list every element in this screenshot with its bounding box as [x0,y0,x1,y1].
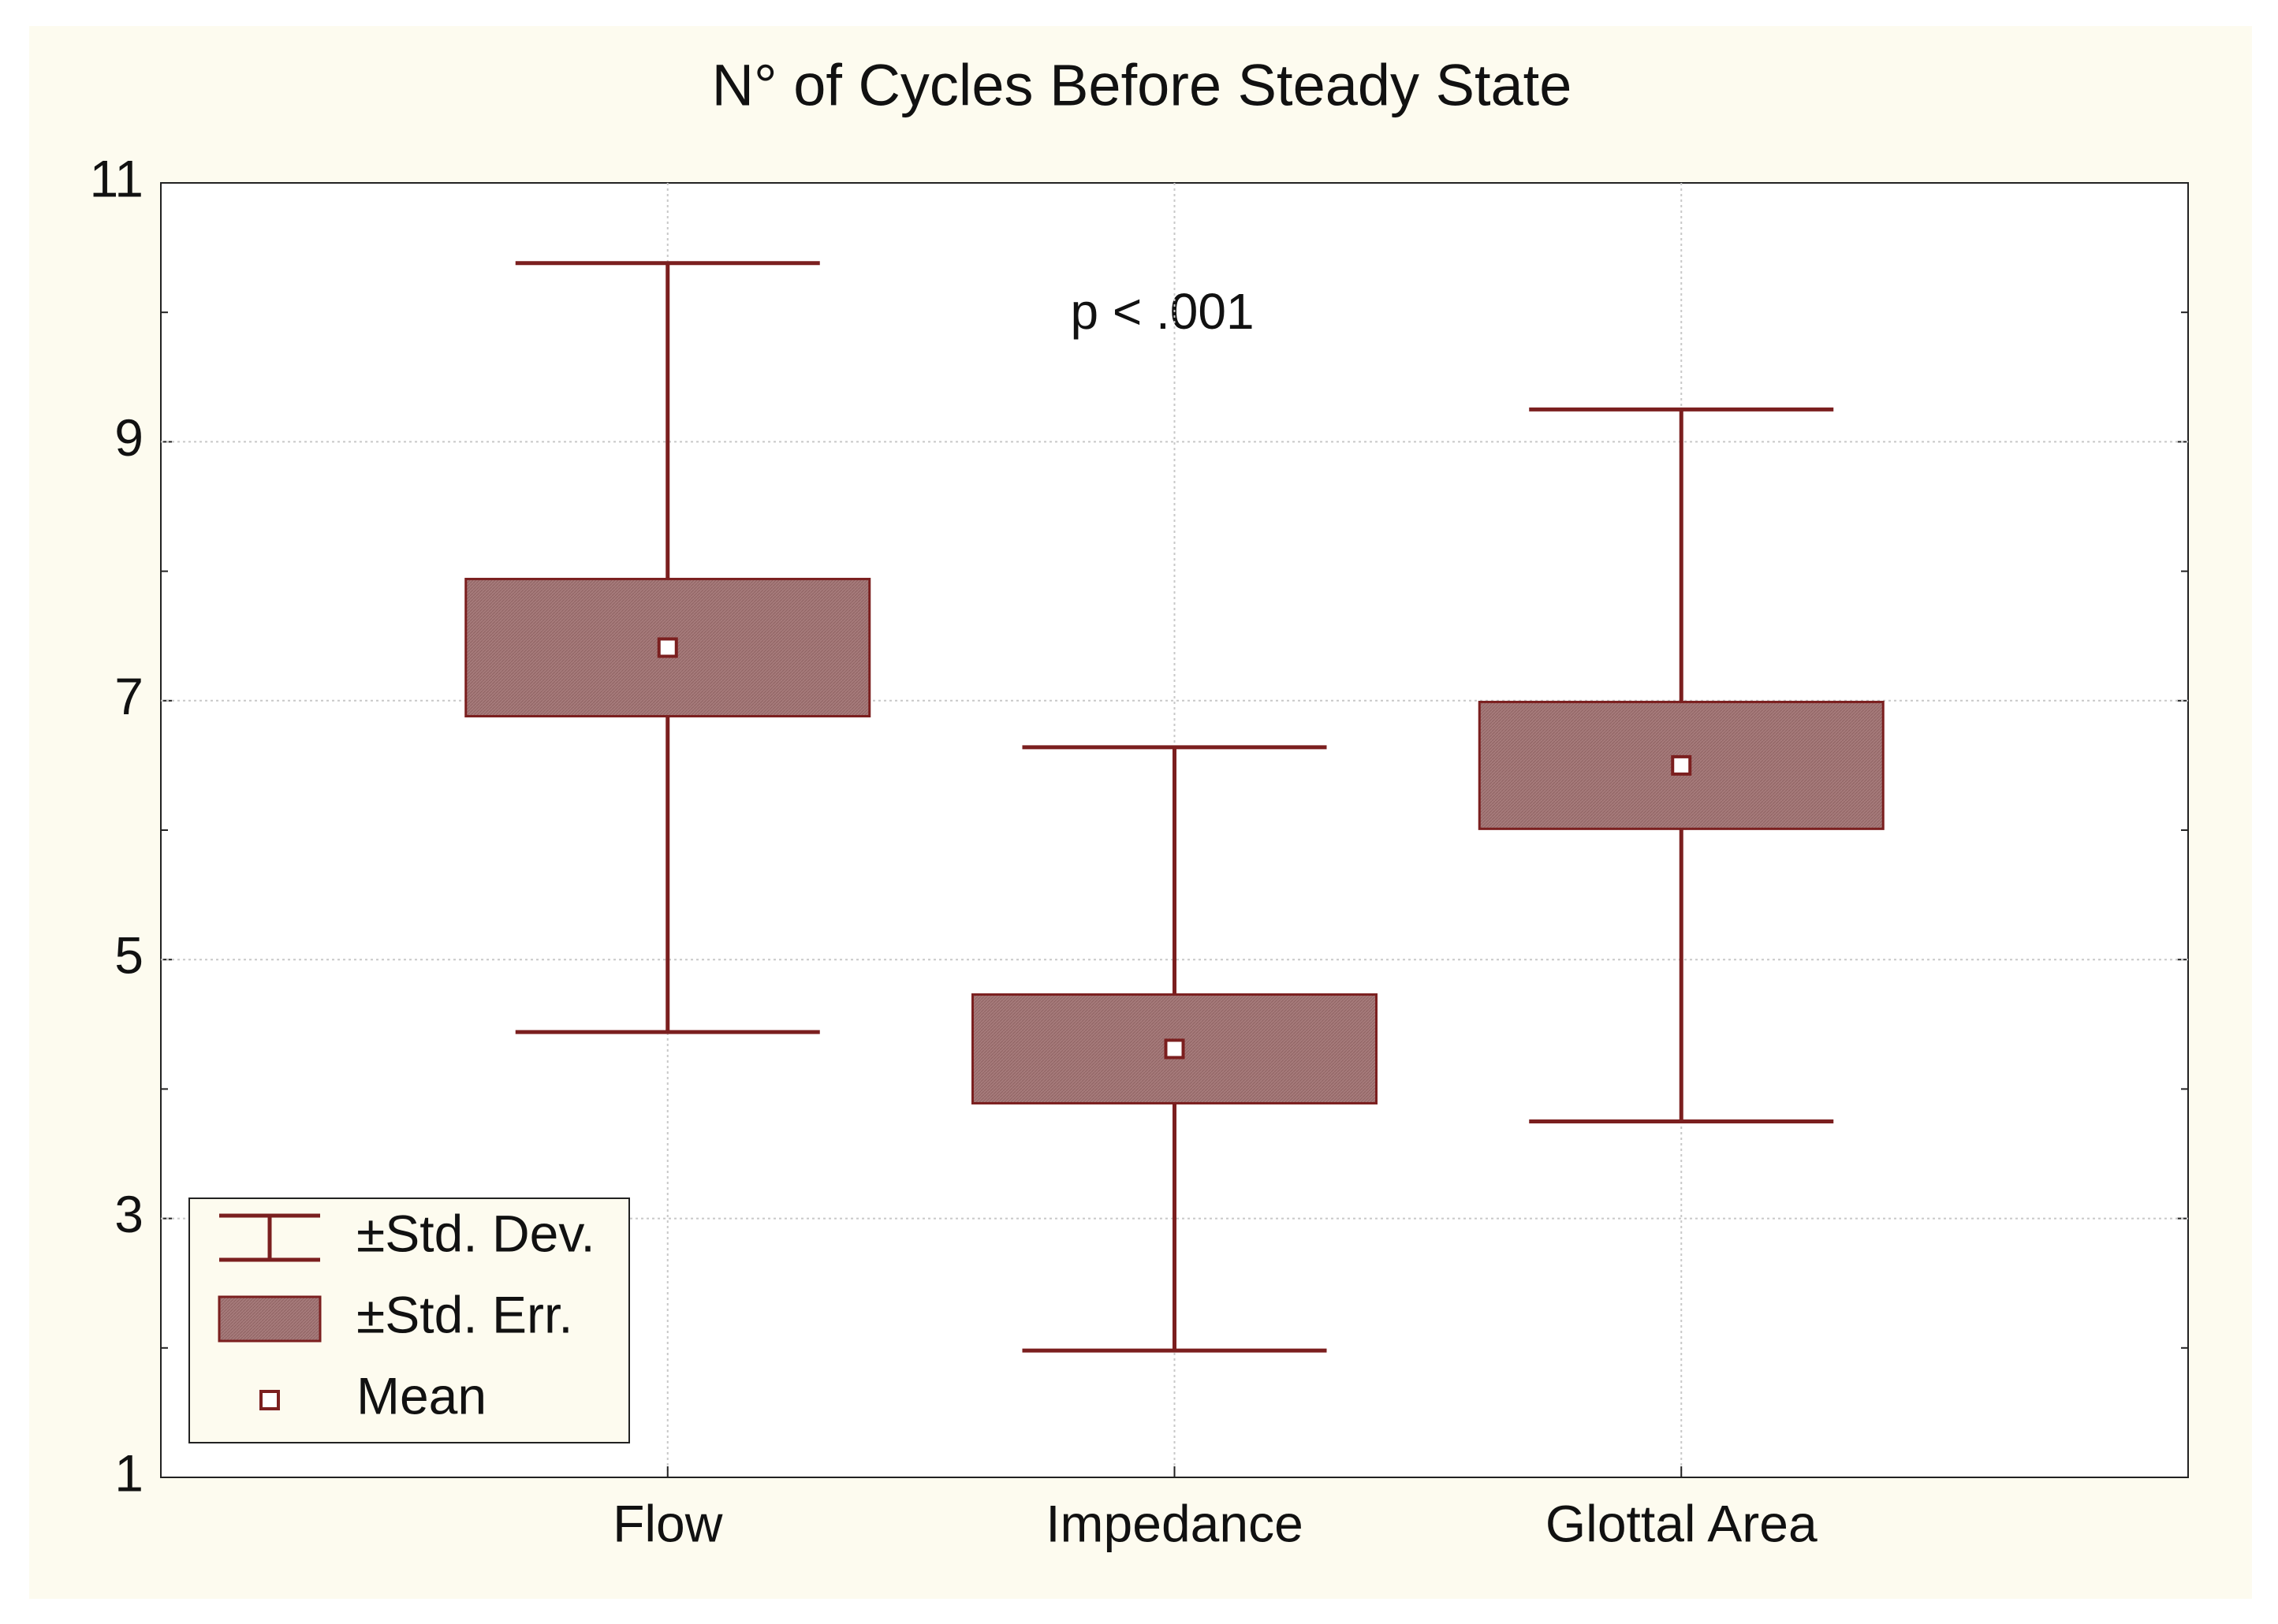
x-tick-label: Glottal Area [1545,1494,1818,1552]
legend-mean-icon [259,1390,280,1410]
x-tick-label: Flow [613,1494,723,1552]
chart-title: N° of Cycles Before Steady State [712,53,1572,118]
y-tick-label: 7 [114,667,144,725]
x-tick-label: Impedance [1046,1494,1303,1552]
y-tick-label: 3 [114,1185,144,1243]
annotation: p < .001 [1070,283,1254,340]
y-tick-label: 9 [114,408,144,467]
legend-label: ±Std. Dev. [356,1204,595,1262]
mean-marker [657,637,678,658]
y-tick-label: 1 [114,1443,144,1502]
y-tick-label: 5 [114,926,144,985]
std-err-box [971,993,1378,1104]
legend-label: Mean [356,1366,487,1425]
legend-label: ±Std. Err. [356,1285,573,1343]
mean-marker [1671,754,1692,776]
y-tick-label: 11 [89,149,144,207]
legend-se-icon [218,1295,322,1343]
mean-marker [1164,1038,1185,1060]
